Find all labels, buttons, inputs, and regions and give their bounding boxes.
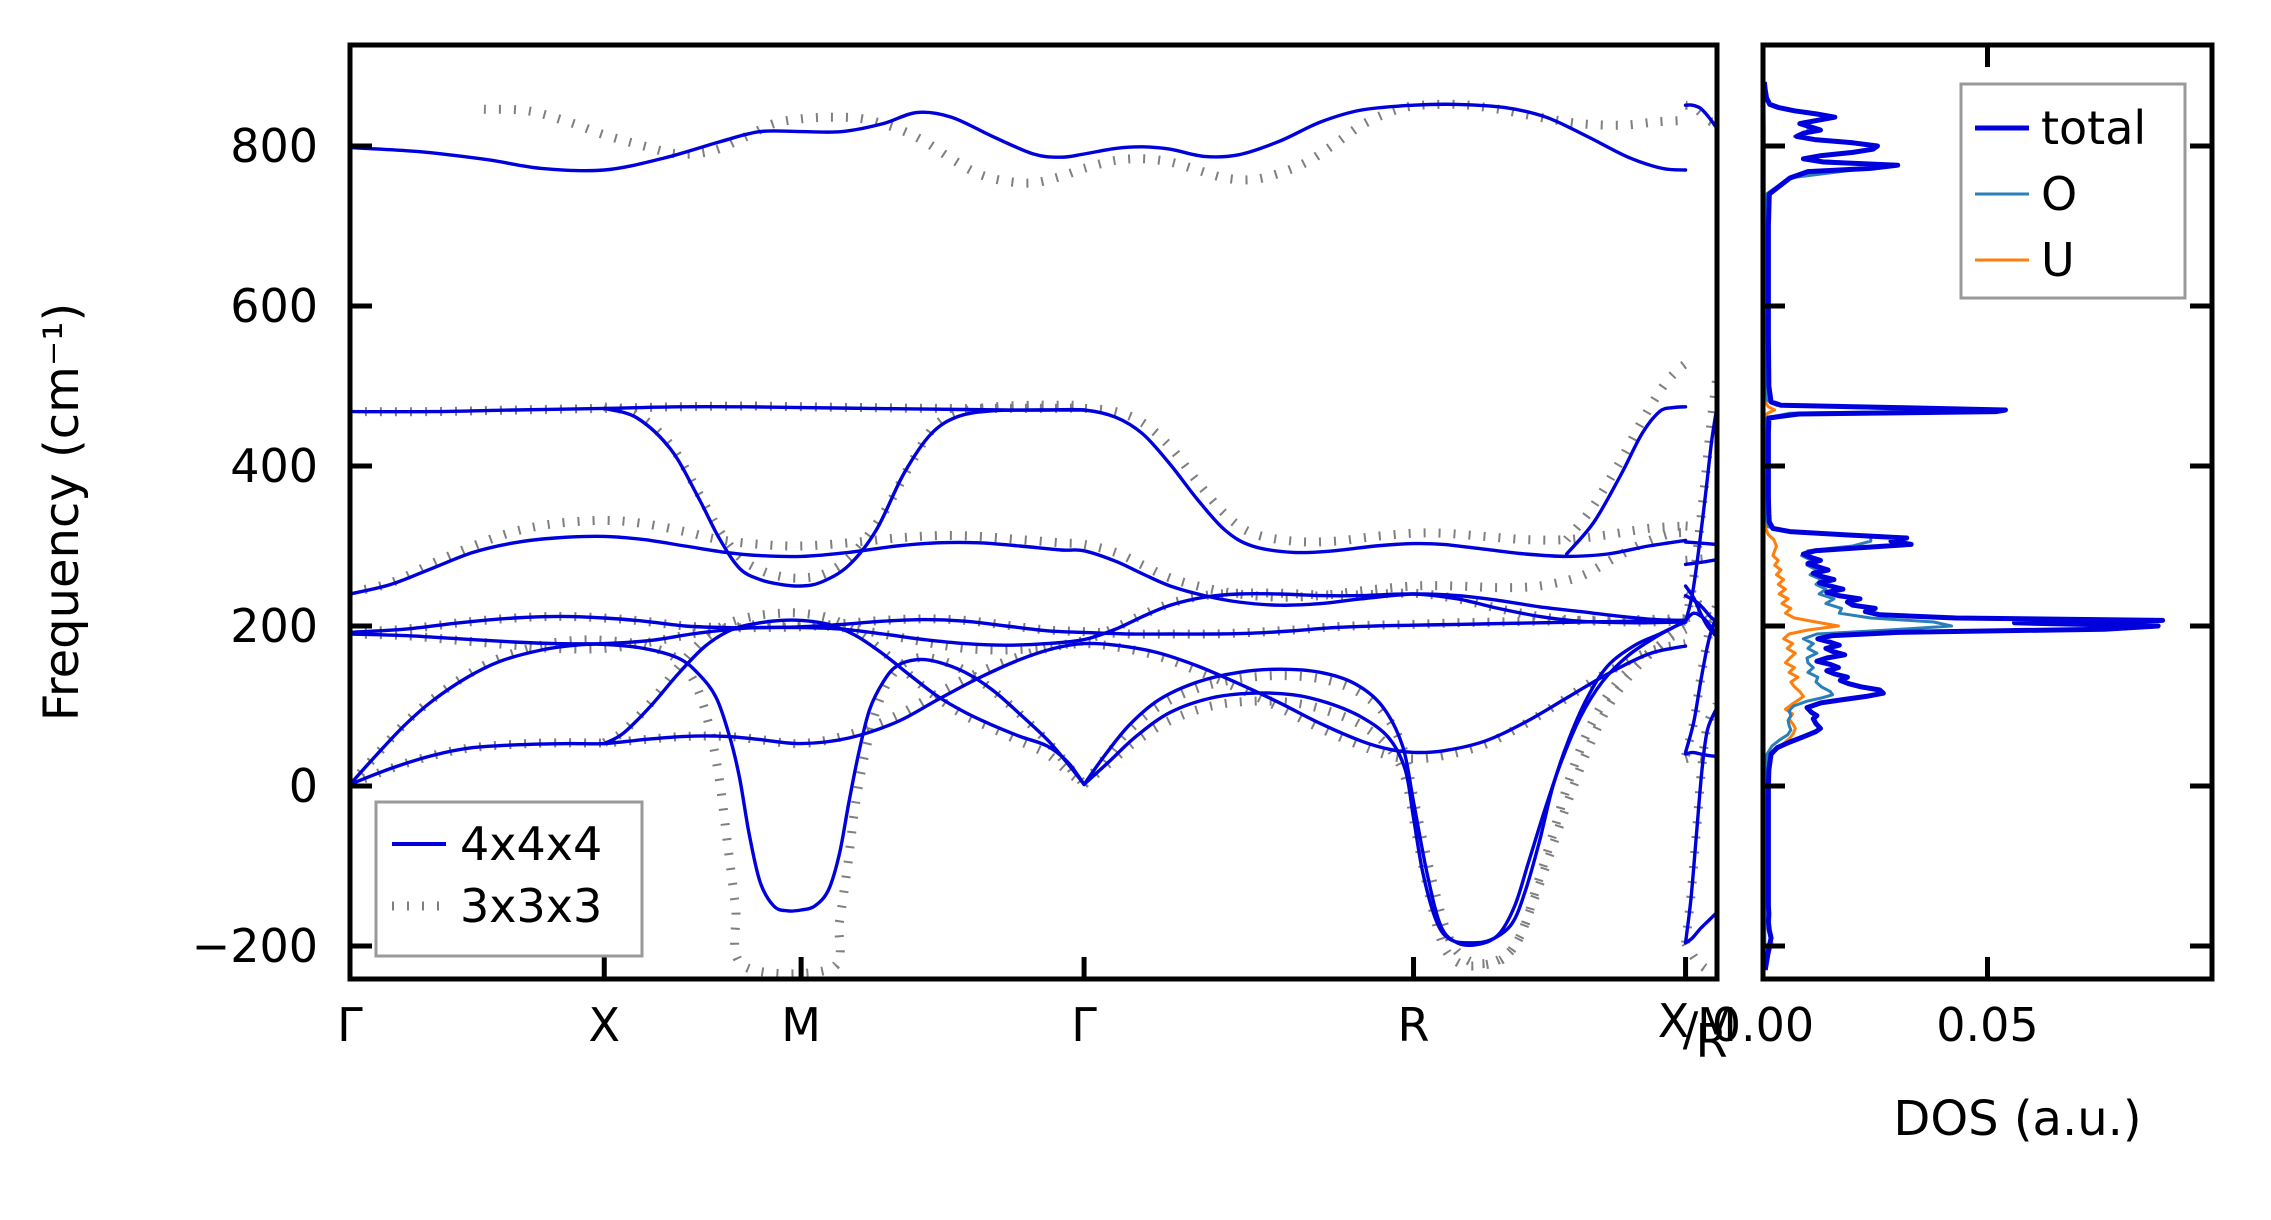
band-branch-4x4x4-20 — [1683, 616, 1717, 755]
band-branch-3x3x3-11 — [601, 608, 1087, 788]
band-legend-box[interactable] — [374, 800, 644, 958]
band-xtick-label-4: R — [1398, 998, 1430, 1052]
band-branch-4x4x4-2 — [350, 404, 1688, 559]
dos-legend-label-total: total — [2041, 101, 2146, 155]
band-branch-4x4x4-18 — [1683, 705, 1717, 945]
band-ytick-label-400: 400 — [230, 439, 318, 493]
band-branch-3x3x3-20 — [1681, 375, 1717, 623]
band-branch-4x4x4-8 — [350, 614, 1688, 636]
band-ylabel: Frequency (cm⁻¹) — [34, 303, 90, 721]
dos-xtick-label-1: 0.05 — [1936, 998, 2038, 1052]
band-axes-frame — [347, 42, 1720, 982]
band-ytick-label--200: −200 — [192, 919, 318, 973]
band-branch-3x3x3-0 — [483, 99, 1686, 188]
band-ytick-label-800: 800 — [230, 119, 318, 173]
band-branch-3x3x3-18 — [1684, 752, 1717, 765]
band-branch-4x4x4-12 — [602, 618, 1086, 787]
band-xtick-label-2: M — [781, 998, 821, 1052]
svg-text:/: / — [1683, 1002, 1699, 1056]
dos-legend-box[interactable] — [1959, 82, 2187, 300]
band-legend-label-3x3x3: 3x3x3 — [460, 879, 602, 933]
dos-xlabel: DOS (a.u.) — [1893, 1091, 2141, 1147]
band-branch-4x4x4-3 — [602, 406, 1086, 588]
band-branch-3x3x3-2 — [350, 401, 1686, 547]
band-xtick-label-5: X/R — [1658, 994, 1728, 1068]
band-branch-4x4x4-17 — [1683, 910, 1717, 945]
dos-xtick-label-0: 0.00 — [1712, 998, 1814, 1052]
dos-curve-total — [1763, 81, 2166, 971]
band-branch-4x4x4-15 — [1082, 620, 1688, 945]
dos-legend-label-U: U — [2041, 233, 2075, 287]
band-xtick-label-1: X — [589, 998, 621, 1052]
band-branch-4x4x4-6 — [350, 534, 1688, 623]
dos-legend-label-O: O — [2041, 167, 2077, 221]
svg-text:R: R — [1696, 1014, 1728, 1068]
band-legend-label-4x4x4: 4x4x4 — [460, 817, 602, 871]
dos-curve-U — [1763, 82, 1840, 971]
band-xtick-label-0: Γ — [337, 998, 363, 1052]
band-branch-4x4x4-0 — [350, 102, 1688, 173]
svg-text:X: X — [1658, 994, 1690, 1048]
band-branch-4x4x4-7 — [1683, 557, 1717, 567]
band-branch-3x3x3-6 — [350, 515, 1687, 602]
band-branch-4x4x4-14 — [350, 641, 1688, 787]
band-branch-3x3x3-9 — [350, 588, 1686, 655]
band-branch-4x4x4-13 — [350, 642, 1086, 913]
band-branch-3x3x3-3 — [603, 400, 1085, 583]
band-ytick-label-200: 200 — [230, 599, 318, 653]
band-branch-3x3x3-15 — [1080, 620, 1689, 969]
band-branch-4x4x4-22 — [1683, 611, 1717, 638]
band-branch-3x3x3-16 — [1681, 940, 1714, 976]
band-branch-3x3x3-4 — [1563, 360, 1689, 543]
band-curves-group — [350, 99, 1717, 979]
band-xtick-label-6: M — [1697, 998, 1737, 1052]
band-ytick-label-0: 0 — [289, 759, 318, 813]
band-ytick-label-600: 600 — [230, 279, 318, 333]
band-branch-4x4x4-9 — [350, 591, 1688, 647]
band-branch-4x4x4-1 — [1683, 103, 1717, 131]
band-branch-4x4x4-4 — [1564, 405, 1688, 556]
band-branch-3x3x3-12 — [350, 635, 1088, 979]
band-branch-4x4x4-21 — [1683, 405, 1717, 624]
band-xtick-label-3: Γ — [1071, 998, 1097, 1052]
band-branch-4x4x4-19 — [1683, 750, 1717, 759]
band-branch-4x4x4-16 — [1082, 618, 1688, 947]
